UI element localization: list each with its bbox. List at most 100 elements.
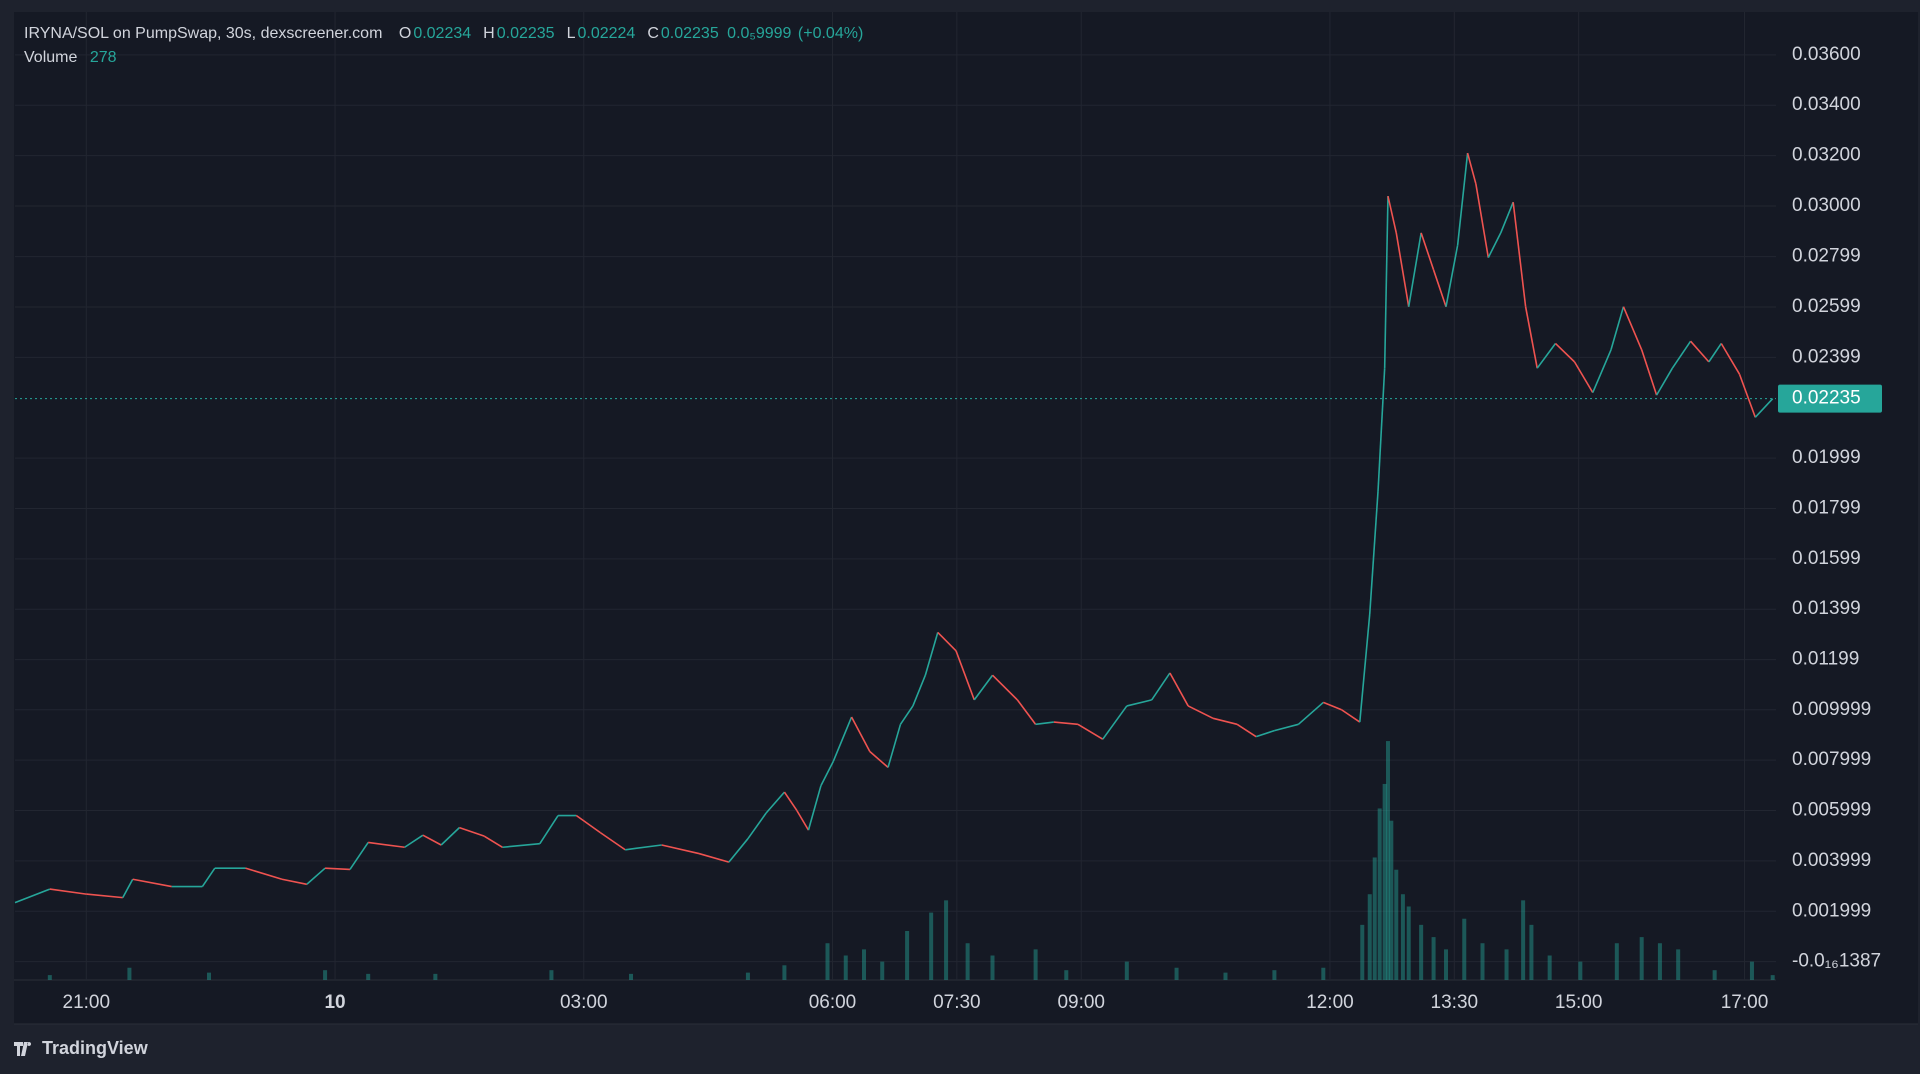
- x-tick-label: 17:00: [1721, 992, 1769, 1013]
- change-percent: (+0.04%): [797, 25, 864, 42]
- volume-bar: [433, 973, 438, 980]
- price-segment: [306, 867, 326, 885]
- price-segment: [1554, 342, 1576, 363]
- price-segment: [1395, 232, 1410, 307]
- volume-bar: [366, 973, 371, 980]
- y-tick-label: 0.007999: [1792, 749, 1871, 770]
- price-segment: [1524, 306, 1539, 369]
- y-tick-label: 0.03000: [1792, 195, 1861, 216]
- price-segment: [245, 867, 283, 881]
- volume-bar: [1431, 937, 1436, 980]
- x-tick-label: 12:00: [1306, 992, 1354, 1013]
- price-segment: [1358, 613, 1371, 723]
- price-segment: [1077, 723, 1104, 740]
- volume-bar: [207, 972, 212, 980]
- price-segment: [1407, 232, 1422, 307]
- ohlc-label: C: [647, 25, 659, 42]
- volume-bar: [1444, 949, 1449, 980]
- volume-bar: [1521, 900, 1526, 980]
- price-segment: [459, 826, 485, 837]
- price-segment: [1274, 723, 1299, 732]
- y-tick-label: 0.02599: [1792, 296, 1861, 317]
- price-segment: [1512, 202, 1527, 307]
- y-tick-label: -0.0₁₆1387: [1792, 951, 1881, 972]
- price-segment: [955, 650, 976, 701]
- price-segment: [1102, 705, 1128, 740]
- price-segment: [899, 705, 914, 725]
- price-segment: [1445, 245, 1459, 307]
- price-segment: [49, 888, 87, 895]
- price-segment: [539, 815, 559, 845]
- volume-bar: [1676, 949, 1681, 980]
- volume-bar: [1419, 924, 1424, 980]
- volume-bar: [1394, 869, 1399, 980]
- volume-bar: [929, 912, 934, 980]
- price-segment: [1738, 373, 1757, 418]
- price-segment: [937, 631, 957, 652]
- volume-bar: [1064, 970, 1069, 980]
- price-segment: [698, 852, 730, 863]
- price-segment: [1671, 340, 1692, 369]
- price-segment: [991, 674, 1018, 701]
- price-segment: [1640, 349, 1658, 396]
- volume-bar: [1174, 967, 1179, 980]
- x-tick-label: 09:00: [1057, 992, 1105, 1013]
- volume-bar: [1124, 961, 1129, 980]
- price-segment: [1754, 398, 1774, 418]
- volume-bar: [1389, 820, 1394, 980]
- price-segment: [1708, 343, 1722, 363]
- volume-bar: [1614, 943, 1619, 980]
- price-segment: [1377, 368, 1386, 492]
- y-tick-label: 0.01999: [1792, 447, 1861, 468]
- price-segment: [368, 841, 405, 849]
- price-segment: [747, 812, 767, 840]
- volume-bar: [1749, 961, 1754, 980]
- price-segment: [1690, 340, 1710, 363]
- price-segment: [1323, 701, 1342, 711]
- volume-bar: [1372, 857, 1377, 980]
- volume-bar: [1382, 783, 1387, 980]
- price-segment: [1126, 699, 1152, 707]
- price-segment: [1420, 232, 1435, 271]
- price-segment: [404, 834, 424, 848]
- y-tick-label: 0.001999: [1792, 900, 1871, 921]
- ohlc: O 0.02234 H 0.02235 L 0.02224 C 0.02235: [389, 25, 721, 42]
- price-segment: [1368, 491, 1379, 615]
- volume-legend: Volume 278: [24, 49, 119, 67]
- volume-bar: [1578, 961, 1583, 980]
- price-segment: [281, 878, 308, 886]
- volume-bar: [1360, 924, 1365, 980]
- volume-bar: [944, 900, 949, 980]
- volume-bar: [1385, 741, 1390, 980]
- volume-bar: [1639, 937, 1644, 980]
- volume-bar: [965, 943, 970, 980]
- ohlc-value: 0.02224: [577, 25, 636, 42]
- footer: TradingView: [14, 1038, 148, 1059]
- price-segment: [924, 632, 939, 676]
- price-segment: [765, 791, 786, 814]
- price-segment: [1622, 306, 1643, 351]
- volume-bar: [745, 972, 750, 980]
- y-tick-label: 0.009999: [1792, 699, 1871, 720]
- price-segment: [973, 674, 994, 701]
- price-segment: [502, 842, 540, 849]
- volume-bar: [1367, 894, 1372, 980]
- price-segment: [1383, 196, 1389, 369]
- price-segment: [325, 867, 350, 871]
- y-tick-label: 0.02399: [1792, 346, 1861, 367]
- volume-bar: [1033, 949, 1038, 980]
- x-tick-label: 15:00: [1555, 992, 1603, 1013]
- price-segment: [1016, 699, 1037, 725]
- y-tick-label: 0.005999: [1792, 800, 1871, 821]
- volume-bar: [1272, 970, 1277, 980]
- x-tick-label: 03:00: [560, 992, 608, 1013]
- x-tick-label: 10: [324, 992, 345, 1013]
- y-tick-label: 0.01799: [1792, 497, 1861, 518]
- price-segment: [122, 878, 134, 899]
- price-segment: [728, 838, 749, 863]
- volume-bar: [1529, 924, 1534, 980]
- price-segment: [1341, 709, 1361, 723]
- price-segment: [1035, 721, 1054, 726]
- price-segment: [201, 867, 216, 887]
